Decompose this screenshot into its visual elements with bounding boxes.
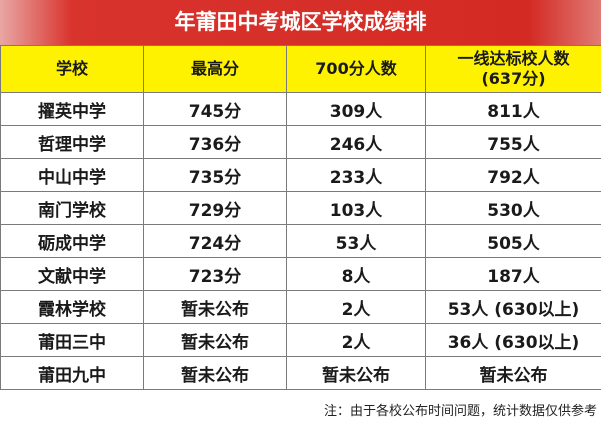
table-cell: 霞林学校 — [0, 290, 144, 324]
table-row: 莆田九中 暂未公布 暂未公布 暂未公布 — [0, 356, 601, 390]
header-cell: 700分人数 — [286, 45, 426, 93]
table-row: 哲理中学 736分 246人 755人 — [0, 125, 601, 159]
table-cell: 103人 — [286, 191, 426, 225]
table-cell: 莆田三中 — [0, 323, 144, 357]
table-cell: 36人 (630以上) — [425, 323, 601, 357]
header-cell: 最高分 — [143, 45, 287, 93]
table-cell: 莆田九中 — [0, 356, 144, 390]
table-row: 中山中学 735分 233人 792人 — [0, 158, 601, 192]
table-cell: 792人 — [425, 158, 601, 192]
header-line: (637分) — [481, 69, 546, 88]
table-cell: 砺成中学 — [0, 224, 144, 258]
table-row: 文献中学 723分 8人 187人 — [0, 257, 601, 291]
table-cell: 暂未公布 — [143, 356, 287, 390]
table-cell: 擢英中学 — [0, 92, 144, 126]
table-cell: 811人 — [425, 92, 601, 126]
table-cell: 文献中学 — [0, 257, 144, 291]
table-row: 擢英中学 745分 309人 811人 — [0, 92, 601, 126]
table-cell: 246人 — [286, 125, 426, 159]
table-cell: 735分 — [143, 158, 287, 192]
table-cell: 729分 — [143, 191, 287, 225]
footnote: 注：由于各校公布时间问题，统计数据仅供参考 — [323, 404, 597, 419]
table-cell: 233人 — [286, 158, 426, 192]
table-cell: 2人 — [286, 323, 426, 357]
table-cell: 745分 — [143, 92, 287, 126]
table-cell: 530人 — [425, 191, 601, 225]
table-cell: 724分 — [143, 224, 287, 258]
table-cell: 暂未公布 — [425, 356, 601, 390]
table-cell: 53人 — [286, 224, 426, 258]
header-row: 学校 最高分 700分人数 一线达标校人数 (637分) — [0, 45, 601, 93]
table-cell: 暂未公布 — [143, 323, 287, 357]
table-cell: 723分 — [143, 257, 287, 291]
table-cell: 309人 — [286, 92, 426, 126]
table-cell: 南门学校 — [0, 191, 144, 225]
table-row: 砺成中学 724分 53人 505人 — [0, 224, 601, 258]
table-cell: 755人 — [425, 125, 601, 159]
title: 年莆田中考城区学校成绩排 — [0, 0, 601, 45]
table-cell: 187人 — [425, 257, 601, 291]
header-cell: 学校 — [0, 45, 144, 93]
table-cell: 736分 — [143, 125, 287, 159]
table-cell: 53人 (630以上) — [425, 290, 601, 324]
score-table: 学校 最高分 700分人数 一线达标校人数 (637分) 擢英中学 745分 309人 811人… — [0, 45, 601, 390]
table-row: 霞林学校 暂未公布 2人 53人 (630以上) — [0, 290, 601, 324]
table-cell: 505人 — [425, 224, 601, 258]
table-row: 莆田三中 暂未公布 2人 36人 (630以上) — [0, 323, 601, 357]
header-cell: 一线达标校人数 (637分) — [425, 45, 601, 93]
table-cell: 2人 — [286, 290, 426, 324]
table-cell: 中山中学 — [0, 158, 144, 192]
table-cell: 哲理中学 — [0, 125, 144, 159]
header-line: 一线达标校人数 — [457, 49, 570, 68]
table-row: 南门学校 729分 103人 530人 — [0, 191, 601, 225]
table-cell: 暂未公布 — [286, 356, 426, 390]
table-cell: 暂未公布 — [143, 290, 287, 324]
table-cell: 8人 — [286, 257, 426, 291]
